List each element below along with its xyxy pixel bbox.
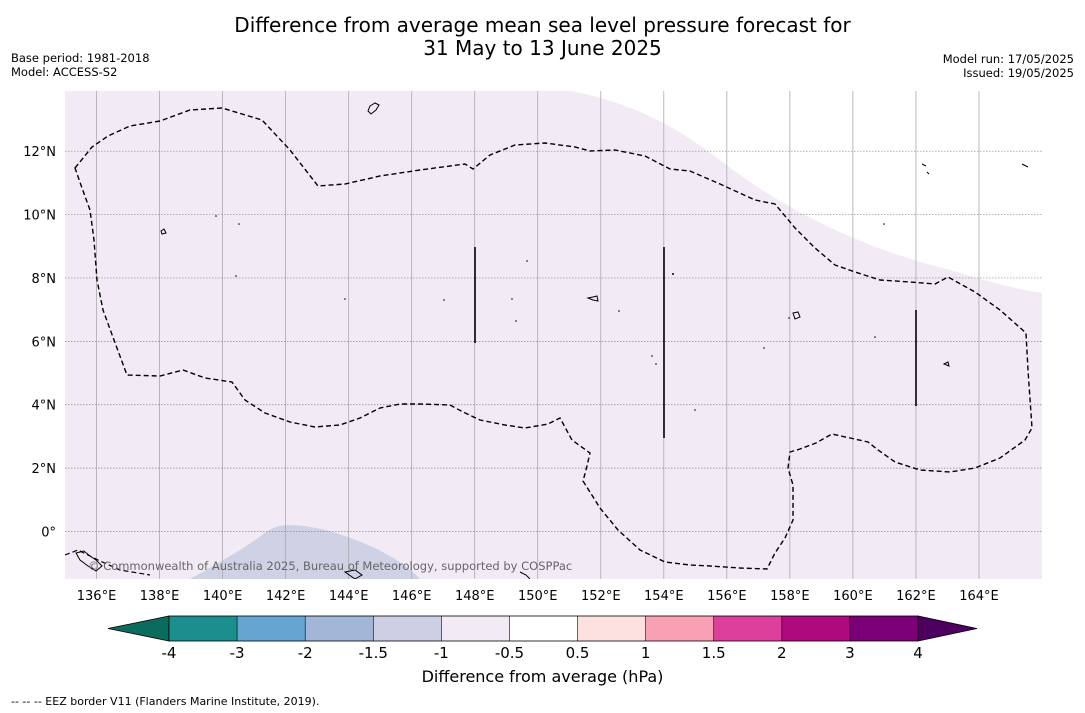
meta-right: Model run: 17/05/2025 Issued: 19/05/2025 [943,52,1074,80]
latitude-tick-label: 10°N [23,209,56,224]
title-line-2: 31 May to 13 June 2025 [423,36,662,60]
latitude-tick-label: 6°N [32,335,57,350]
colorbar-bin [781,616,851,641]
colorbar-extend-high [917,615,978,642]
meta-left: Base period: 1981-2018 Model: ACCESS-S2 [11,51,150,79]
latitude-tick-label: 12°N [23,145,56,160]
longitude-tick-label: 148°E [455,589,495,604]
longitude-tick-label: 158°E [770,589,810,604]
longitude-tick-label: 136°E [77,589,117,604]
island [160,228,167,235]
map-panel: © Commonwealth of Australia 2025, Bureau… [65,91,1042,579]
longitude-tick-label: 146°E [392,589,432,604]
colorbar-tick-label: 3 [845,644,855,662]
island [921,163,1029,175]
colorbar-tick-label: 2 [777,644,787,662]
colorbar-extend-low [107,615,170,642]
attribution-text: © Commonwealth of Australia 2025, Bureau… [88,559,572,573]
longitude-tick-label: 150°E [518,589,558,604]
colorbar-tick-label: 1 [641,644,651,662]
island-outlines [75,102,1029,579]
colorbar-bin [509,616,579,641]
longitude-tick-label: 152°E [581,589,621,604]
island-kosrae [792,311,801,320]
latitude-tick-label: 4°N [32,399,57,414]
eez-boundary-png [65,549,151,576]
model-run-text: Model run: 17/05/2025 [942,52,1074,66]
island [519,571,531,579]
colorbar-bin [169,616,238,641]
longitude-tick-label: 144°E [329,589,369,604]
anomaly-field-blue-gray [190,525,420,579]
colorbar-tick-label: -4 [162,644,177,662]
colorbar-bin [373,616,442,641]
longitude-tick-label: 156°E [707,589,747,604]
longitude-tick-labels: 136°E 138°E 140°E 142°E 144°E 146°E 148°E 150°E… [77,589,999,604]
base-period-text: Base period: 1981-2018 [11,51,150,65]
island-dots [215,215,885,411]
island-guam [367,102,380,115]
longitude-tick-label: 160°E [833,589,873,604]
chart-title: Difference from average mean sea level p… [0,14,1085,60]
longitude-tick-label: 142°E [266,589,306,604]
colorbar-tick-label: 1.5 [702,644,726,662]
island-chuuk [586,295,599,302]
longitude-tick-label: 164°E [959,589,999,604]
issued-text: Issued: 19/05/2025 [963,66,1074,80]
colorbar: -4 -3 -2 -1.5 -1 -0.5 0.5 1 1.5 2 3 4 [107,615,978,662]
colorbar-tick-label: -3 [230,644,245,662]
island [942,361,950,367]
latitude-tick-label: 0° [41,525,56,540]
colorbar-tick-label: -1.5 [359,644,388,662]
title-line-1: Difference from average mean sea level p… [234,13,851,37]
colorbar-bin [645,616,715,641]
colorbar-tick-label: -2 [298,644,313,662]
colorbar-label: Difference from average (hPa) [421,667,664,686]
colorbar-bin [237,616,306,641]
colorbar-tick-label: 4 [913,644,923,662]
colorbar-bin [849,616,919,641]
eez-boundary-fsm [74,107,1033,570]
latitude-tick-label: 8°N [32,272,57,287]
longitude-tick-label: 138°E [140,589,180,604]
colorbar-outline [168,615,919,642]
island-png-north [75,550,103,572]
model-text: Model: ACCESS-S2 [11,65,118,79]
latitude-tick-labels: 12°N 10°N 8°N 6°N 4°N 2°N 0° [23,145,56,540]
latitude-tick-label: 2°N [32,462,57,477]
colorbar-tick-label: -0.5 [495,644,524,662]
island [343,569,363,579]
colorbar-tick-label: -1 [434,644,449,662]
colorbar-tick-label: 0.5 [566,644,590,662]
longitude-tick-label: 140°E [203,589,243,604]
longitude-tick-label: 162°E [896,589,936,604]
anomaly-field-white [572,91,1042,293]
longitude-tick-label: 154°E [644,589,684,604]
colorbar-bin [441,616,510,641]
colorbar-bin [305,616,374,641]
colorbar-bin [713,616,783,641]
colorbar-bin [577,616,647,641]
eez-footnote: -- -- -- EEZ border V11 (Flanders Marine… [11,695,320,708]
